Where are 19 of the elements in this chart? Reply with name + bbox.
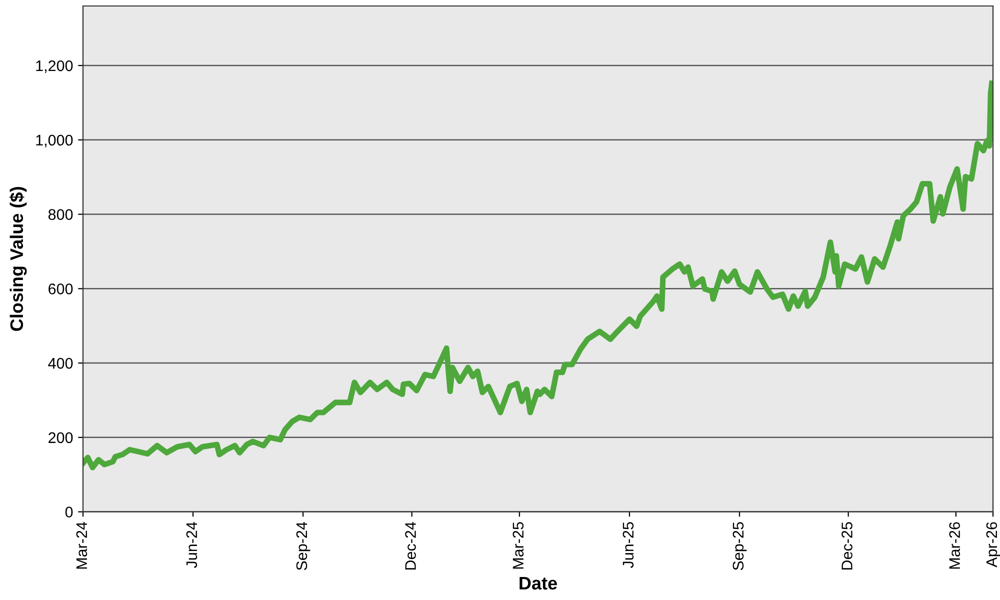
y-axis-title: Closing Value ($) xyxy=(9,187,27,331)
y-tick-label: 1,000 xyxy=(36,134,73,148)
y-tick-label: 600 xyxy=(48,284,73,294)
x-tick-label: Dec-24 xyxy=(405,522,416,570)
x-tick-label: Mar-25 xyxy=(512,522,524,569)
x-tick-label: Mar-24 xyxy=(76,522,88,569)
y-tick-label: 200 xyxy=(48,432,73,444)
x-tick-label: Jun-24 xyxy=(186,522,198,568)
y-tick-label: 400 xyxy=(48,358,73,369)
x-tick-label: Sep-24 xyxy=(296,522,310,570)
x-tick-label: Apr-26 xyxy=(986,522,1000,568)
x-axis-title: Date xyxy=(520,577,557,590)
y-tick-label: 1,200 xyxy=(36,60,73,73)
y-tick-label: 800 xyxy=(48,209,73,220)
x-tick-label: Jun-25 xyxy=(622,522,634,568)
y-tick-label: 0 xyxy=(65,506,73,518)
x-tick-label: Dec-25 xyxy=(842,522,852,570)
x-tick-label: Mar-26 xyxy=(949,522,960,569)
x-tick-label: Sep-25 xyxy=(732,522,747,570)
